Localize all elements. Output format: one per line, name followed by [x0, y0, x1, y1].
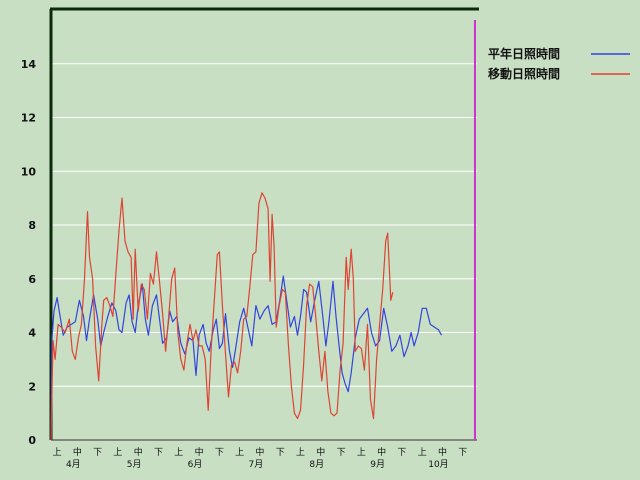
x-period-label: 中 — [255, 446, 264, 458]
x-period-label: 下 — [276, 448, 285, 458]
y-tick-label: 14 — [21, 58, 37, 71]
x-period-label: 上 — [418, 447, 427, 458]
x-period-label: 上 — [53, 447, 62, 458]
y-tick-label: 4 — [28, 327, 36, 340]
legend-label-1: 平年日照時間 — [488, 46, 560, 61]
x-period-label: 中 — [316, 446, 325, 458]
x-period-label: 上 — [235, 447, 244, 458]
series-line-2 — [50, 192, 394, 441]
x-month-label: 5月 — [127, 459, 142, 470]
x-period-label: 下 — [458, 448, 467, 458]
x-period-label: 上 — [174, 447, 183, 458]
x-month-label: 4月 — [66, 459, 81, 470]
x-period-label: 下 — [337, 448, 346, 458]
x-month-label: 7月 — [249, 459, 264, 470]
y-tick-label: 8 — [28, 219, 36, 232]
x-period-label: 中 — [438, 446, 447, 458]
y-tick-label: 10 — [21, 165, 37, 178]
series-layer — [50, 192, 443, 441]
x-month-label: 8月 — [309, 459, 324, 470]
x-period-label: 上 — [357, 447, 366, 458]
series-line-1 — [50, 275, 443, 441]
y-tick-label: 2 — [28, 380, 36, 393]
y-tick-label: 6 — [28, 273, 36, 286]
x-period-label: 中 — [195, 446, 204, 458]
x-month-label: 6月 — [188, 459, 203, 470]
x-period-label: 下 — [215, 448, 224, 458]
x-period-label: 中 — [134, 446, 143, 458]
x-period-label: 中 — [377, 446, 386, 458]
x-period-label: 中 — [73, 446, 82, 458]
y-tick-label: 0 — [28, 434, 36, 447]
x-period-label: 下 — [154, 448, 163, 458]
x-month-label: 10月 — [428, 459, 448, 470]
x-period-label: 上 — [296, 447, 305, 458]
legend-label-2: 移動日照時間 — [488, 66, 560, 81]
x-month-label: 9月 — [370, 459, 385, 470]
y-tick-label: 12 — [21, 112, 36, 125]
x-period-label: 上 — [113, 447, 122, 458]
x-period-label: 下 — [93, 448, 102, 458]
x-period-label: 下 — [397, 448, 406, 458]
grid-layer — [51, 63, 477, 387]
axes-layer: 02468101214上中下上中下上中下上中下上中下上中下上中下4月 5月 6月 7月… — [21, 7, 479, 470]
